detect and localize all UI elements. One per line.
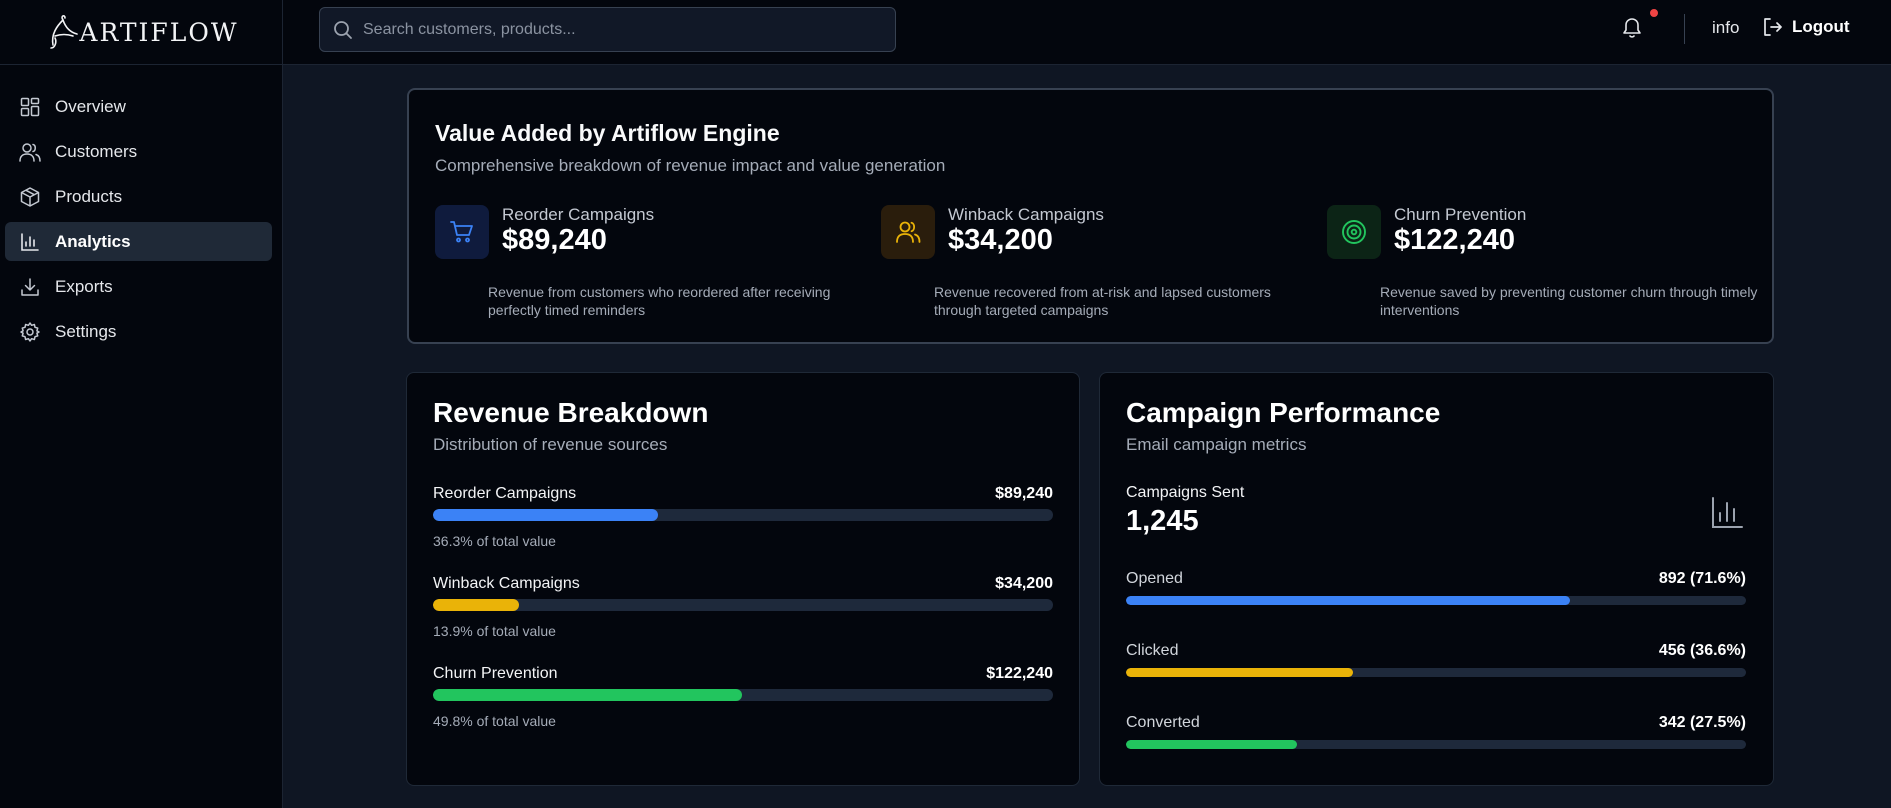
sidebar-item-label: Customers	[55, 141, 138, 161]
metric-description: Revenue from customers who reordered aft…	[488, 284, 831, 318]
sidebar-item-overview[interactable]: Overview	[5, 87, 272, 126]
target-icon	[1327, 205, 1381, 259]
users-icon	[881, 205, 935, 259]
sidebar-nav: Overview Customers Products Analytics Ex…	[0, 65, 282, 351]
campaign-row-label: Converted	[1126, 714, 1200, 731]
metric-value: $122,240	[1394, 224, 1515, 256]
progress-track	[433, 509, 1053, 521]
sidebar-item-analytics[interactable]: Analytics	[5, 222, 272, 261]
sidebar-item-label: Settings	[55, 321, 117, 341]
progress-fill	[433, 509, 659, 521]
revenue-row-label: Churn Prevention	[433, 665, 558, 682]
artiflow-logo-icon	[50, 15, 79, 49]
revenue-row-value: $122,240	[986, 665, 1053, 682]
metric-label: Reorder Campaigns	[502, 205, 655, 224]
bar-chart-icon	[19, 231, 41, 253]
value-card-subtitle: Comprehensive breakdown of revenue impac…	[435, 156, 946, 175]
sidebar-item-customers[interactable]: Customers	[5, 132, 272, 171]
campaign-performance-title: Campaign Performance	[1126, 397, 1441, 428]
metric-label: Winback Campaigns	[948, 205, 1104, 224]
search-input[interactable]	[363, 20, 863, 39]
progress-track	[1126, 596, 1746, 605]
revenue-row-value: $89,240	[995, 485, 1053, 502]
progress-track	[1126, 740, 1746, 749]
progress-fill	[1126, 596, 1570, 605]
logout-icon	[1764, 18, 1782, 36]
revenue-row-percent: 36.3% of total value	[433, 533, 556, 549]
users-icon	[19, 141, 41, 163]
gear-icon	[19, 321, 41, 343]
info-link[interactable]: info	[1712, 18, 1740, 37]
revenue-row-value: $34,200	[995, 575, 1053, 592]
revenue-row-label: Reorder Campaigns	[433, 485, 577, 502]
campaign-row-value: 342 (27.5%)	[1658, 714, 1746, 731]
layout-grid-icon	[19, 96, 41, 118]
revenue-row-percent: 13.9% of total value	[433, 623, 556, 639]
campaign-performance-card: Campaign Performance Email campaign metr…	[1099, 372, 1774, 786]
sidebar-item-label: Overview	[55, 96, 126, 116]
value-card-title: Value Added by Artiflow Engine	[435, 120, 780, 146]
campaign-row-label: Opened	[1126, 570, 1183, 587]
metric-description: Revenue recovered from at-risk and lapse…	[934, 284, 1271, 318]
metric-value: $34,200	[948, 224, 1053, 256]
sidebar: ARTIFLOW Overview Customers Products Ana…	[0, 0, 283, 808]
search-icon	[334, 20, 352, 39]
campaign-row-label: Clicked	[1126, 642, 1179, 659]
progress-track	[433, 599, 1053, 611]
progress-fill	[433, 689, 742, 701]
download-icon	[19, 276, 41, 298]
brand-name: ARTIFLOW	[79, 17, 239, 47]
brand-logo[interactable]: ARTIFLOW	[0, 0, 282, 65]
campaign-performance-subtitle: Email campaign metrics	[1126, 435, 1307, 454]
revenue-row-label: Winback Campaigns	[433, 575, 580, 592]
shopping-cart-icon	[435, 205, 489, 259]
value-added-card: Value Added by Artiflow Engine Comprehen…	[407, 88, 1774, 344]
progress-fill	[433, 599, 520, 611]
sidebar-item-settings[interactable]: Settings	[5, 312, 272, 351]
sidebar-item-label: Exports	[55, 276, 113, 296]
progress-fill	[1126, 668, 1353, 677]
campaign-row-value: 892 (71.6%)	[1658, 570, 1746, 587]
logout-label: Logout	[1792, 17, 1850, 36]
top-bar: info Logout	[283, 0, 1891, 65]
revenue-row-percent: 49.8% of total value	[433, 713, 556, 729]
revenue-breakdown-card: Revenue Breakdown Distribution of revenu…	[406, 372, 1080, 786]
search-box[interactable]	[319, 7, 896, 52]
sidebar-item-products[interactable]: Products	[5, 177, 272, 216]
sidebar-item-exports[interactable]: Exports	[5, 267, 272, 306]
notification-badge	[1650, 9, 1658, 17]
logout-button[interactable]: Logout	[1762, 16, 1850, 38]
revenue-breakdown-title: Revenue Breakdown	[433, 397, 709, 428]
progress-track	[433, 689, 1053, 701]
topbar-divider	[1684, 14, 1685, 44]
metric-value: $89,240	[502, 224, 607, 256]
metric-description: Revenue saved by preventing customer chu…	[1380, 284, 1758, 318]
package-icon	[19, 186, 41, 208]
progress-track	[1126, 668, 1746, 677]
metric-label: Churn Prevention	[1394, 205, 1527, 224]
sidebar-item-label: Analytics	[55, 231, 131, 251]
sidebar-item-label: Products	[55, 186, 123, 206]
campaigns-sent-label: Campaigns Sent	[1126, 484, 1245, 501]
progress-fill	[1126, 740, 1297, 749]
revenue-breakdown-subtitle: Distribution of revenue sources	[433, 435, 668, 454]
campaign-row-value: 456 (36.6%)	[1658, 642, 1746, 659]
bar-chart-icon	[1712, 497, 1743, 528]
campaigns-sent-value: 1,245	[1126, 505, 1199, 537]
notification-bell-icon[interactable]	[1620, 16, 1644, 40]
